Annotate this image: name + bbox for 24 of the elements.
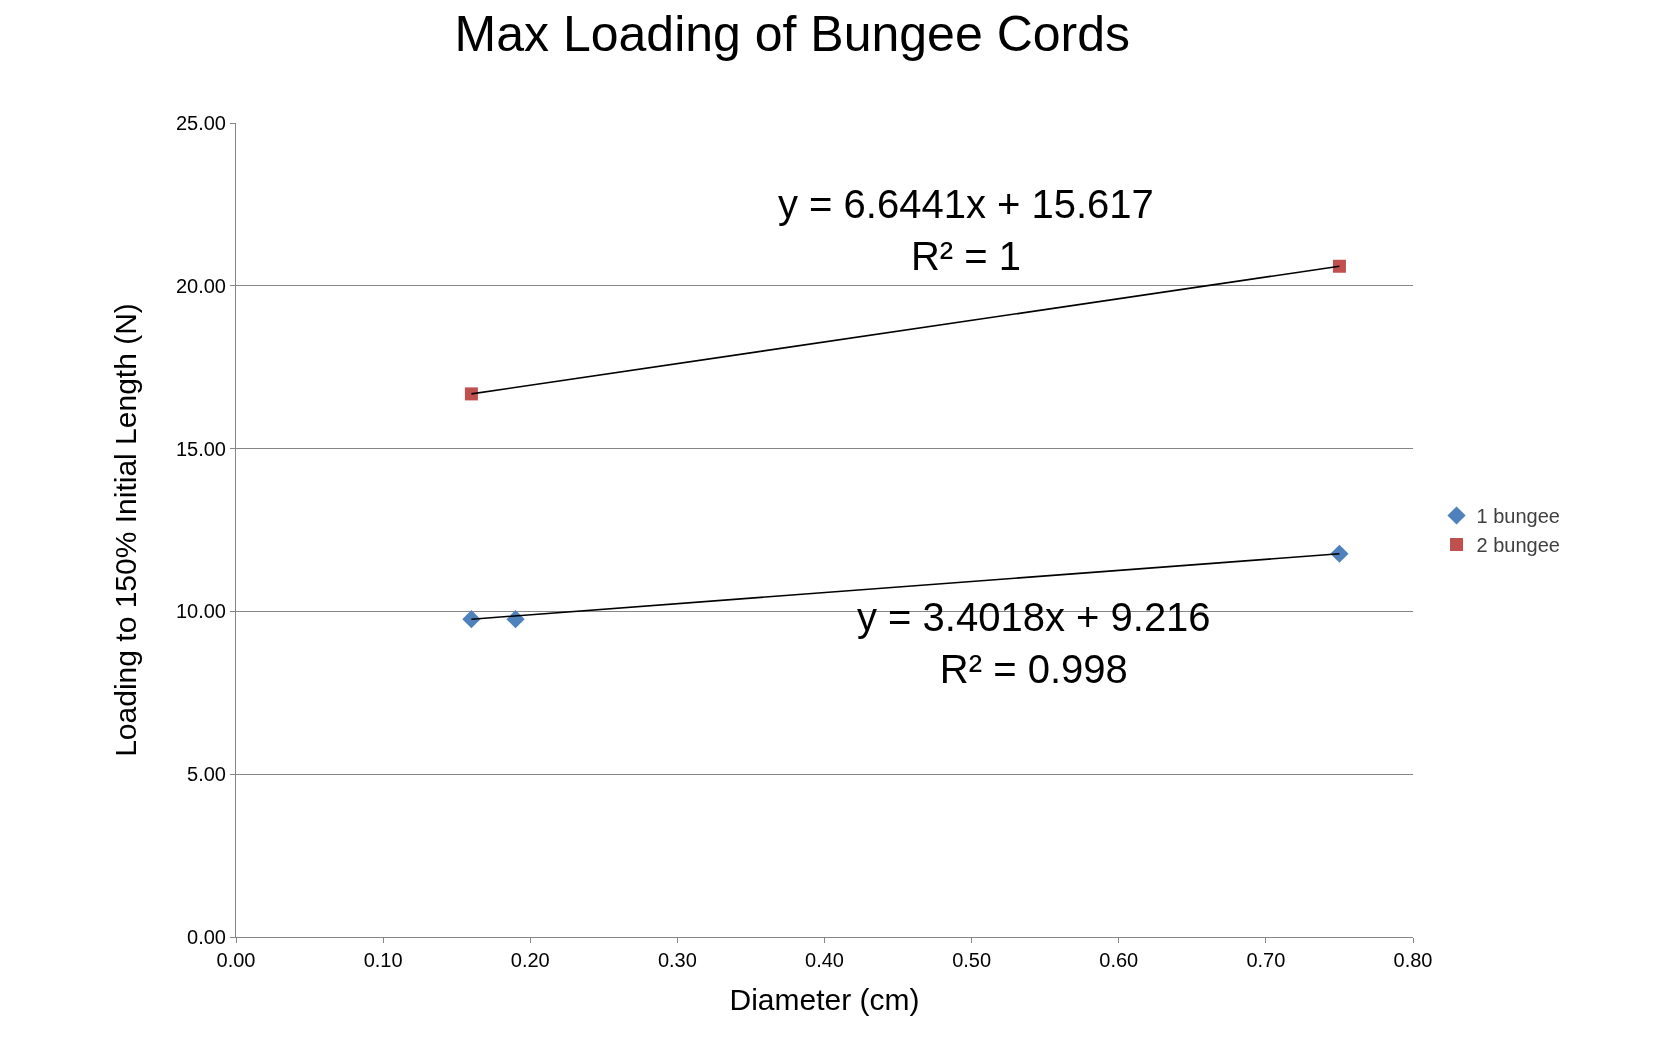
y-tick-label: 25.00 [175,112,226,134]
y-tick-label: 20.00 [175,274,226,297]
x-tick-label: 0.10 [363,949,403,971]
annotation: y = 6.6441x + 15.617 R² = 1 [778,182,1154,278]
point [1332,259,1346,273]
x-tick-label: 0.20 [510,949,550,971]
chart-title: Max Loading of Bungee Cords [454,5,1131,62]
y-tick-label: 5.00 [187,763,226,786]
y-tick-label: 15.00 [175,437,226,460]
x-tick-label: 0.60 [1099,949,1139,971]
y-tick-label: 10.00 [175,600,226,623]
x-axis-title: Diameter (cm) [729,982,920,1016]
x-tick-label: 0.40 [805,949,844,971]
y-tick-label: 0.00 [187,926,226,948]
legend-label: 1 bungee [1476,505,1560,528]
point [464,387,478,401]
annotation: y = 3.4018x + 9.216 R² = 0.998 [857,595,1211,691]
x-tick-label: 0.00 [216,949,256,971]
x-tick-label: 0.70 [1246,949,1286,971]
legend-label: 2 bungee [1476,534,1560,557]
y-axis-title: Loading to 150% Initial Length (N) [108,303,142,757]
x-tick-label: 0.30 [657,949,697,971]
x-tick-label: 0.80 [1393,949,1433,971]
x-tick-label: 0.50 [952,949,992,971]
